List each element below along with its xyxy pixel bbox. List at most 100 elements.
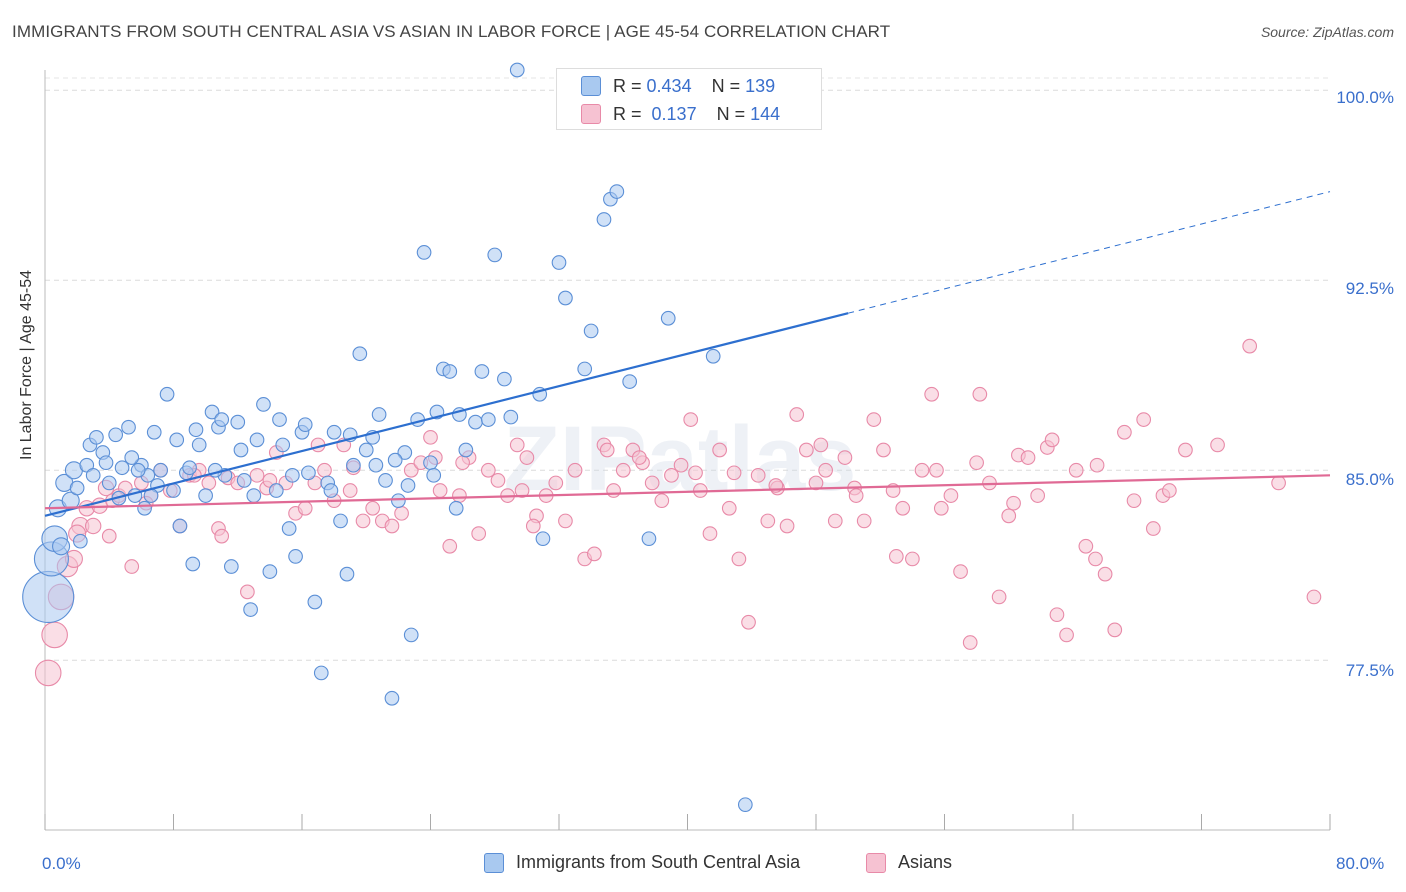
- asians-point: [741, 614, 756, 630]
- asians-point: [712, 442, 727, 458]
- asians-point: [297, 500, 313, 516]
- asians-point: [1162, 483, 1177, 498]
- asians-point: [317, 462, 332, 478]
- immigrants-point: [172, 518, 188, 534]
- immigrants-point: [509, 62, 525, 78]
- immigrants-point: [89, 429, 104, 445]
- asians-point: [1020, 450, 1036, 465]
- immigrants-point: [346, 457, 361, 473]
- asians-point: [615, 462, 631, 478]
- immigrants-trend-line: [44, 312, 849, 517]
- blue-swatch: [581, 76, 601, 96]
- immigrants-point: [397, 445, 413, 460]
- asians-point: [1271, 475, 1286, 491]
- immigrants-point: [358, 442, 374, 458]
- asians-point: [1145, 521, 1161, 536]
- asians-point: [688, 465, 703, 481]
- immigrants-point: [384, 690, 400, 706]
- asians-point: [509, 437, 525, 453]
- asians-point: [683, 412, 699, 427]
- immigrants-point: [52, 537, 71, 556]
- asians-point: [827, 513, 843, 529]
- asians-point: [423, 429, 438, 445]
- asians-point: [452, 488, 467, 503]
- n-value: 139: [745, 75, 776, 96]
- asians-point: [837, 450, 853, 465]
- asians-point: [1107, 622, 1123, 638]
- asians-point: [664, 467, 679, 483]
- immigrants-point: [480, 412, 496, 427]
- asians-point: [1306, 589, 1322, 605]
- y-tick-label: 85.0%: [1345, 470, 1394, 489]
- asians-point: [249, 467, 265, 483]
- asians-point: [726, 465, 742, 481]
- immigrants-point: [371, 407, 387, 422]
- immigrants-point: [275, 437, 291, 453]
- asians-point: [514, 483, 530, 498]
- immigrants-point: [185, 556, 201, 572]
- asians-point: [384, 518, 400, 534]
- immigrants-point: [442, 364, 458, 379]
- y-tick-label: 77.5%: [1345, 661, 1394, 680]
- immigrants-point: [307, 594, 323, 610]
- asians-point: [34, 659, 62, 687]
- immigrants-point: [641, 531, 657, 547]
- asians-point: [1030, 488, 1046, 503]
- immigrants-point: [323, 483, 339, 498]
- asians-point: [432, 483, 448, 498]
- asians-point: [1242, 338, 1258, 354]
- immigrants-point: [368, 457, 384, 473]
- immigrants-point: [313, 665, 329, 681]
- immigrants-point: [256, 397, 271, 412]
- asians-point: [943, 488, 959, 503]
- immigrants-point: [198, 488, 213, 503]
- asians-point: [953, 564, 968, 579]
- asians-point: [101, 528, 117, 544]
- asians-point: [606, 483, 621, 498]
- immigrants-point: [558, 290, 573, 306]
- asians-point: [490, 473, 506, 488]
- asians-point: [471, 526, 487, 541]
- immigrants-point: [468, 414, 483, 430]
- immigrants-point: [497, 371, 512, 387]
- asians-point: [731, 551, 747, 567]
- asians-point: [1078, 538, 1094, 554]
- asians-point: [525, 518, 541, 534]
- asians-point: [214, 528, 230, 544]
- immigrants-point: [191, 437, 207, 453]
- asians-point: [1210, 437, 1225, 453]
- immigrants-point: [400, 478, 416, 493]
- asians-point: [631, 450, 647, 465]
- immigrants-point: [169, 432, 185, 448]
- asians-point: [41, 621, 68, 649]
- asians-point: [972, 386, 988, 402]
- immigrants-point: [426, 467, 442, 483]
- asians-point: [1089, 457, 1105, 473]
- immigrants-point: [236, 473, 252, 488]
- axes: [44, 70, 1331, 831]
- asians-point: [933, 500, 949, 516]
- immigrants-point: [288, 549, 303, 564]
- legend-label: Immigrants from South Central Asia: [516, 852, 801, 872]
- immigrants-point: [114, 460, 130, 476]
- immigrants-point: [121, 419, 136, 435]
- immigrants-point: [458, 442, 474, 458]
- grid-lines: [45, 77, 1330, 661]
- immigrants-point: [246, 488, 262, 503]
- x-tick-label: 0.0%: [42, 854, 81, 873]
- asians-point: [929, 462, 944, 478]
- immigrants-point: [124, 450, 140, 465]
- asians-point: [124, 559, 140, 574]
- immigrants-point: [285, 467, 300, 483]
- pink-swatch: [581, 104, 601, 124]
- r-label: R =: [613, 103, 642, 124]
- asians-point: [480, 462, 496, 478]
- asians-point: [905, 551, 920, 567]
- immigrants-point: [660, 310, 676, 326]
- asians-point: [799, 442, 814, 458]
- immigrants-point: [352, 346, 368, 362]
- immigrants-point: [705, 348, 721, 364]
- asians-point: [1006, 495, 1021, 511]
- asians-point: [201, 475, 217, 491]
- asians-point: [808, 475, 824, 491]
